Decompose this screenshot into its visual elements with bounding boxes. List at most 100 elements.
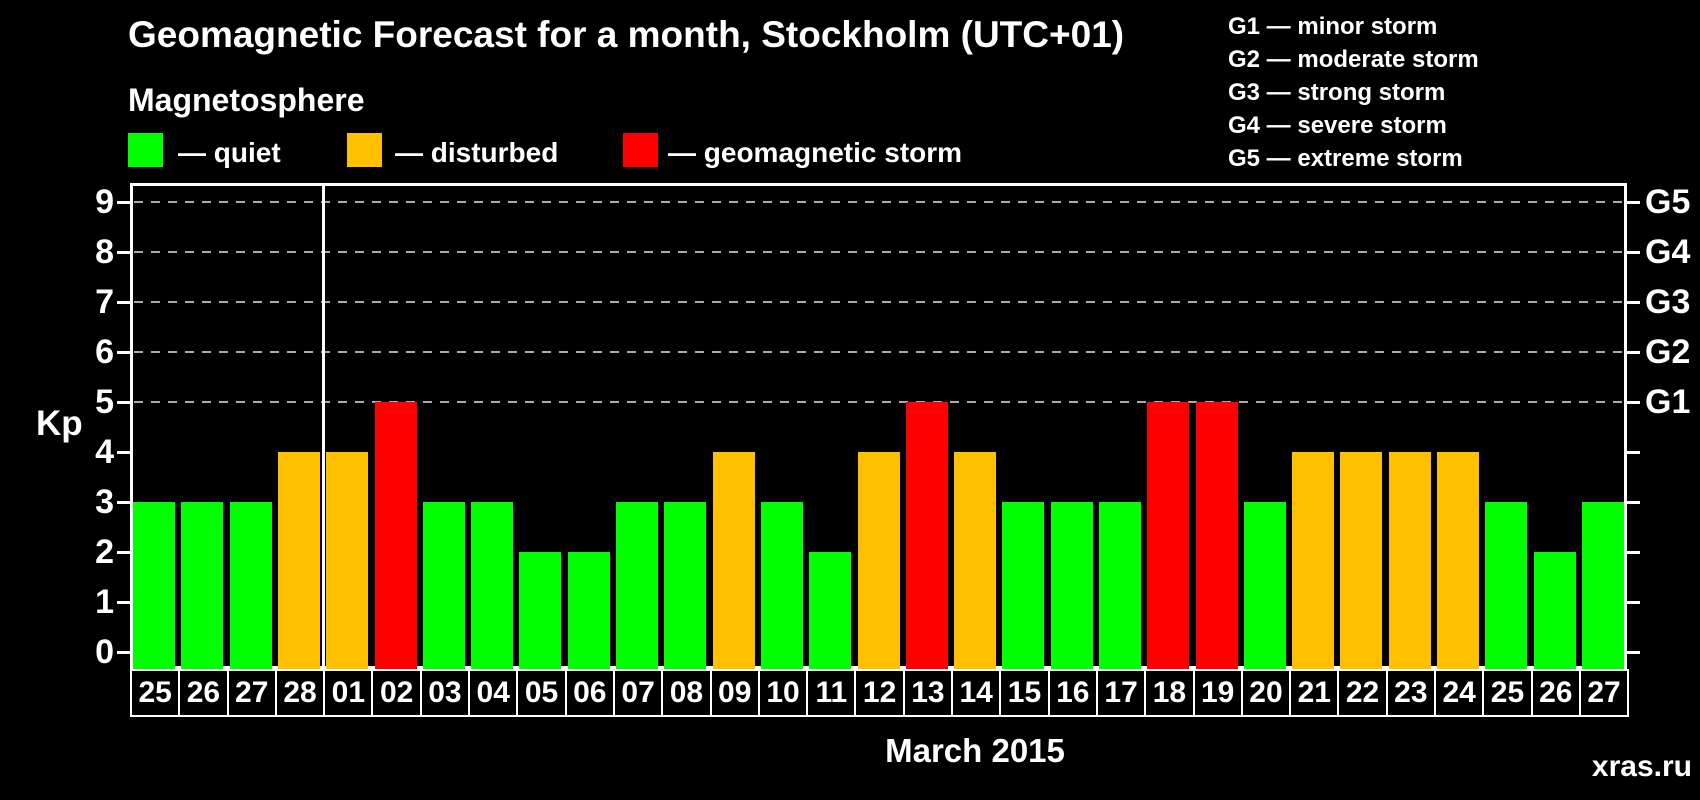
storm-scale-item-g5: G5 — extreme storm: [1228, 145, 1463, 172]
date-cell-8: 05: [516, 669, 567, 717]
legend-swatch-disturbed: [347, 133, 382, 167]
bar-day-27: [1582, 502, 1624, 669]
date-cell-27: 24: [1434, 669, 1485, 717]
bar-day-17: [1099, 502, 1141, 669]
y-tick-0: [117, 651, 130, 654]
bar-day-09: [713, 452, 755, 669]
right-tick-7: [1627, 301, 1640, 304]
x-axis-date-row: 25 26 27 28 01 02 03 04 05 06 07 08 09 10 11 12 13 14 15 16…: [130, 669, 1630, 717]
page-title: Geomagnetic Forecast for a month, Stockh…: [128, 14, 1125, 55]
bar-day-04: [471, 502, 513, 669]
date-cell-17: 14: [951, 669, 1002, 717]
date-cell-28: 25: [1482, 669, 1533, 717]
legend-swatch-quiet: [128, 133, 163, 167]
date-cell-1: 26: [178, 669, 229, 717]
date-cell-23: 20: [1240, 669, 1292, 717]
magnetosphere-subtitle: Magnetosphere: [128, 82, 365, 118]
date-cell-20: 17: [1095, 669, 1147, 717]
bar-day-26: [181, 502, 223, 669]
bar-day-24: [1437, 452, 1479, 669]
date-cell-2: 27: [226, 669, 277, 717]
date-cell-7: 04: [468, 669, 519, 717]
date-cell-14: 11: [806, 669, 857, 717]
y-tick-label-4: 4: [95, 433, 114, 471]
x-axis-title: March 2015: [885, 732, 1065, 769]
bar-day-23: [1389, 452, 1431, 669]
bar-day-08: [664, 502, 706, 669]
gridline-kp9: [134, 201, 1623, 203]
date-cell-6: 03: [419, 669, 471, 717]
g-level-label-g3: G3: [1645, 283, 1691, 321]
right-tick-5: [1627, 401, 1640, 404]
date-cell-29: 26: [1530, 669, 1581, 717]
gridline-kp7: [134, 301, 1623, 303]
y-tick-6: [117, 351, 130, 354]
y-tick-label-3: 3: [95, 483, 114, 521]
legend-label-quiet: — quiet: [178, 137, 281, 168]
bar-day-26: [1534, 552, 1576, 669]
right-tick-8: [1627, 251, 1640, 254]
bar-day-25: [1485, 502, 1527, 669]
legend-swatch-storm: [623, 133, 658, 167]
bar-day-05: [519, 552, 561, 669]
date-cell-26: 23: [1385, 669, 1437, 717]
legend-label-storm: — geomagnetic storm: [668, 137, 963, 168]
date-cell-16: 13: [902, 669, 954, 717]
y-tick-label-0: 0: [95, 633, 114, 671]
date-cell-0: 25: [130, 669, 181, 717]
bar-day-10: [761, 502, 803, 669]
y-tick-8: [117, 251, 130, 254]
g-level-label-g5: G5: [1645, 183, 1691, 221]
right-tick-1: [1627, 601, 1640, 604]
y-tick-1: [117, 601, 130, 604]
right-tick-4: [1627, 451, 1640, 454]
gridline-kp8: [134, 251, 1623, 253]
storm-scale-legend: G1 — minor storm G2 — moderate storm G3 …: [1228, 10, 1479, 175]
legend-label-disturbed: — disturbed: [395, 137, 559, 168]
gridline-kp6: [134, 351, 1623, 353]
bar-day-02: [375, 402, 417, 669]
bar-day-01: [326, 452, 368, 669]
right-tick-0: [1627, 651, 1640, 654]
bar-day-20: [1244, 502, 1286, 669]
g-level-label-g1: G1: [1645, 383, 1691, 421]
bar-day-21: [1292, 452, 1334, 669]
y-tick-7: [117, 301, 130, 304]
bar-day-15: [1002, 502, 1044, 669]
bar-day-25: [133, 502, 175, 669]
bar-day-13: [906, 402, 948, 669]
storm-scale-item-g3: G3 — strong storm: [1228, 79, 1446, 106]
right-tick-6: [1627, 351, 1640, 354]
date-cell-24: 21: [1289, 669, 1340, 717]
y-tick-5: [117, 401, 130, 404]
gridline-kp5: [134, 401, 1623, 403]
bar-day-16: [1051, 502, 1093, 669]
date-cell-25: 22: [1337, 669, 1388, 717]
date-cell-4: 01: [323, 669, 374, 717]
y-tick-label-5: 5: [95, 383, 114, 421]
date-cell-22: 19: [1192, 669, 1243, 717]
bar-day-07: [616, 502, 658, 669]
g-level-label-g2: G2: [1645, 333, 1691, 371]
date-cell-12: 09: [709, 669, 760, 717]
date-cell-19: 16: [1047, 669, 1098, 717]
y-tick-label-2: 2: [95, 533, 114, 571]
y-tick-label-7: 7: [95, 283, 114, 321]
y-tick-label-1: 1: [95, 583, 114, 621]
y-tick-2: [117, 551, 130, 554]
date-cell-9: 06: [564, 669, 615, 717]
y-tick-4: [117, 451, 130, 454]
date-cell-18: 15: [999, 669, 1050, 717]
month-separator-line: [322, 183, 325, 669]
y-axis-title: Kp: [36, 404, 83, 443]
watermark: xras.ru: [1591, 750, 1692, 783]
y-tick-3: [117, 501, 130, 504]
bar-day-14: [954, 452, 996, 669]
date-cell-15: 12: [854, 669, 905, 717]
bar-day-27: [230, 502, 272, 669]
right-tick-3: [1627, 501, 1640, 504]
date-cell-11: 08: [661, 669, 712, 717]
bar-day-11: [809, 552, 851, 669]
g-level-label-g4: G4: [1645, 233, 1691, 271]
right-tick-2: [1627, 551, 1640, 554]
